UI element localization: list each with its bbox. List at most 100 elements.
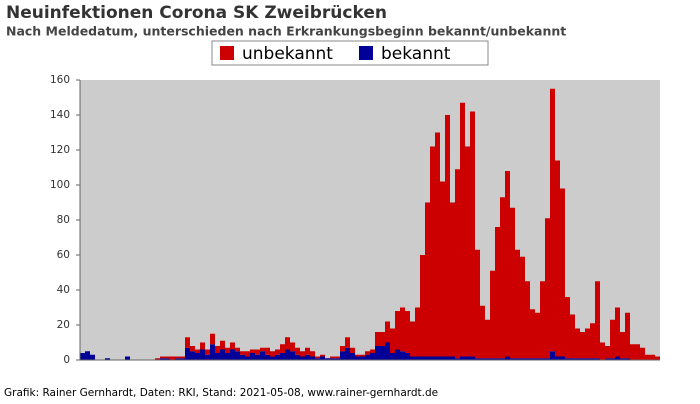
y-tick-label: 120 [50,144,70,156]
bar-segment [240,351,245,355]
bar-segment [475,358,480,360]
bar-segment [575,328,580,359]
bar-segment [470,356,475,360]
bar-segment [490,270,495,359]
bar-segment [535,312,540,359]
bar-segment [530,309,535,359]
bar-segment [540,358,545,360]
bar-segment [475,249,480,359]
bar-segment [365,351,370,355]
bar-segment [595,281,600,359]
bar-segment [390,328,395,353]
bar-segment [295,347,300,355]
bar-segment [330,358,335,360]
bar-segment [170,356,175,360]
bar-segment [285,349,290,360]
bar-segment [210,333,215,345]
bar-segment [520,256,525,359]
bar-segment [85,351,90,360]
bar-segment [410,356,415,360]
bar-segment [320,354,325,357]
bar-segment [515,358,520,360]
bar-segment [490,358,495,360]
bar-segment [560,356,565,360]
bar-segment [340,346,345,352]
bar-segment [645,354,650,360]
bar-segment [425,356,430,360]
y-tick-label: 60 [57,249,70,261]
bar-segment [390,353,395,360]
bar-segment [350,347,355,353]
y-tick-label: 0 [63,354,70,366]
bar-segment [235,347,240,352]
bar-segment [650,354,655,360]
bar-segment [160,356,165,359]
bar-segment [465,146,470,357]
bar-segment [480,358,485,360]
bar-segment [260,351,265,360]
bar-segment [395,311,400,350]
bar-segment [435,356,440,360]
bar-segment [370,349,375,353]
bar-segment [280,353,285,360]
bar-segment [265,347,270,355]
bar-segment [485,358,490,360]
bar-segment [185,337,190,348]
bar-segment [80,353,85,360]
bar-segment [165,358,170,360]
bar-segment [655,356,660,360]
legend-label: bekannt [381,44,451,64]
chart-title: Neuinfektionen Corona SK Zweibrücken [6,3,387,23]
bar-segment [565,297,570,359]
bar-segment [395,349,400,360]
bar-segment [505,171,510,357]
legend-box [211,40,489,66]
bar-segment [175,356,180,359]
bar-segment [605,346,610,359]
bar-segment [250,353,255,360]
bar-segment [270,351,275,357]
bar-segment [640,347,645,360]
bar-segment [175,358,180,360]
bar-segment [450,202,455,357]
bar-segment [305,347,310,355]
bar-segment [305,354,310,360]
bar-segment [350,353,355,360]
legend-swatch [358,46,373,60]
bar-segment [440,181,445,357]
bar-segment [250,349,255,353]
bar-segment [585,358,590,360]
bar-segment [570,358,575,360]
bar-segment [580,332,585,359]
bar-segment [380,346,385,360]
bar-segment [295,354,300,360]
bar-segment [275,349,280,355]
bar-segment [575,358,580,360]
bar-segment [615,307,620,357]
bar-segment [180,356,185,359]
bar-segment [540,281,545,359]
bar-segment [405,311,410,353]
bar-segment [450,356,455,360]
bar-segment [570,314,575,359]
bar-segment [255,354,260,360]
y-tick-label: 80 [57,214,70,226]
bar-segment [245,351,250,357]
bar-segment [460,102,465,357]
bar-segment [190,346,195,352]
bar-segment [345,337,350,348]
bar-segment [225,347,230,353]
bar-segment [125,356,130,360]
bar-segment [360,354,365,357]
bar-segment [500,197,505,359]
bar-segment [330,356,335,359]
bar-segment [620,358,625,360]
bar-segment [190,351,195,360]
bar-segment [625,312,630,359]
bar-segment [165,356,170,359]
bar-segment [630,344,635,360]
bar-segment [600,342,605,360]
bar-segment [565,358,570,360]
y-tick-label: 160 [50,74,70,86]
